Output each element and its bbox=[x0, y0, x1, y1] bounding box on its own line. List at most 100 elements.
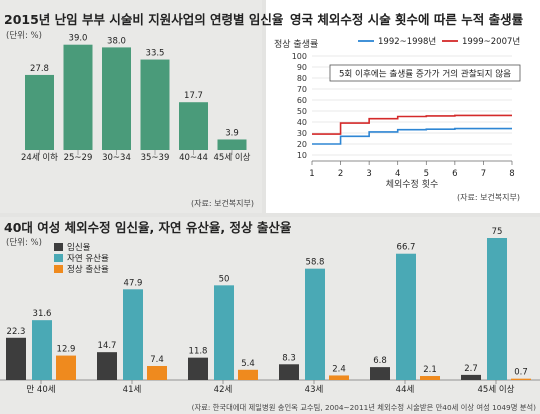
chart2-ytick-label: 10 bbox=[297, 151, 307, 160]
chart2-series-line bbox=[312, 114, 512, 135]
chart2-xtick-label: 1 bbox=[309, 169, 314, 179]
chart2-series-line bbox=[312, 127, 512, 145]
chart1-source: (자료: 보건복지부) bbox=[191, 198, 254, 208]
chart3-value-label: 75 bbox=[492, 227, 503, 237]
chart3-category-label: 44세 bbox=[396, 385, 415, 395]
chart1-unit: (단위: %) bbox=[6, 30, 42, 41]
chart3-legend-label: 임신율 bbox=[67, 242, 91, 253]
chart1-value-label: 33.5 bbox=[146, 49, 165, 59]
chart3-bar bbox=[214, 285, 234, 380]
chart1-value-label: 3.9 bbox=[225, 128, 239, 138]
chart2-xlabel: 체외수정 횟수 bbox=[386, 178, 439, 190]
chart3-value-label: 6.8 bbox=[373, 356, 387, 366]
chart3-value-label: 12.9 bbox=[57, 345, 76, 355]
chart3-bar bbox=[305, 268, 325, 380]
chart3-value-label: 0.7 bbox=[514, 368, 528, 378]
chart3-bar bbox=[32, 320, 52, 380]
chart3-bar bbox=[56, 355, 76, 380]
chart3-bar bbox=[396, 253, 416, 380]
chart2-title: 영국 체외수정 시술 횟수에 따른 누적 출생률 bbox=[290, 12, 524, 27]
chart3-value-label: 5.4 bbox=[241, 359, 255, 369]
chart3-legend-swatch bbox=[54, 265, 63, 273]
chart3-bar bbox=[420, 376, 440, 380]
chart3-bar bbox=[370, 367, 390, 380]
chart1-bar bbox=[102, 47, 131, 150]
chart3-source: (자료: 한국대에대 제일병원 송인옥 교수팀, 2004~2011년 체외수정… bbox=[192, 403, 537, 412]
chart1-value-label: 27.8 bbox=[30, 64, 49, 74]
chart3-category-label: 43세 bbox=[305, 385, 324, 395]
chart3-value-label: 66.7 bbox=[397, 243, 416, 253]
chart2-ytick-label: 20 bbox=[297, 140, 307, 149]
panel-cumulative-birth bbox=[266, 0, 540, 213]
chart3-value-label: 2.7 bbox=[464, 364, 478, 374]
chart3-bar bbox=[461, 374, 481, 380]
chart3-legend-label: 정상 출산율 bbox=[67, 264, 109, 275]
chart2-legend-label: 1999~2007년 bbox=[462, 36, 520, 47]
chart2-ytick-label: 100 bbox=[292, 52, 307, 61]
chart3-bar bbox=[511, 378, 531, 380]
chart2-xtick-label: 5 bbox=[424, 169, 429, 179]
chart2-ytick-label: 90 bbox=[297, 63, 307, 72]
chart3-value-label: 22.3 bbox=[7, 327, 26, 337]
chart1-category-label: 35~39 bbox=[141, 153, 170, 163]
chart1-title: 2015년 난임 부부 시술비 지원사업의 연령별 임신율 bbox=[4, 12, 284, 27]
chart3-bar bbox=[6, 337, 26, 380]
chart3-bar bbox=[487, 238, 507, 380]
chart1-value-label: 39.0 bbox=[69, 34, 88, 44]
chart1-value-label: 17.7 bbox=[184, 91, 203, 101]
chart3-value-label: 58.8 bbox=[306, 258, 325, 268]
chart3-category-label: 45세 이상 bbox=[478, 384, 515, 395]
chart3-unit: (단위: %) bbox=[6, 237, 42, 248]
panel-40s-rates bbox=[0, 217, 540, 414]
chart1-category-label: 25~29 bbox=[64, 153, 93, 163]
chart3-bar bbox=[329, 375, 349, 380]
chart3-category-label: 42세 bbox=[214, 385, 233, 395]
chart2-legend-label: 1992~1998년 bbox=[378, 36, 436, 47]
chart3-value-label: 2.1 bbox=[423, 365, 437, 375]
chart3-bar bbox=[279, 364, 299, 380]
chart2-ytick-label: 70 bbox=[297, 85, 307, 94]
chart2-source: (자료: 보건복지부) bbox=[457, 192, 520, 202]
chart2-ytick-label: 40 bbox=[297, 118, 307, 127]
chart2-annotation: 5회 이후에는 출생률 증가가 거의 관찰되지 않음 bbox=[339, 69, 511, 80]
chart3-bar bbox=[123, 289, 143, 380]
chart1-bar bbox=[25, 74, 54, 150]
chart1-bar bbox=[179, 102, 208, 150]
chart1-bar bbox=[140, 59, 170, 150]
chart3-legend-swatch bbox=[54, 243, 63, 251]
chart1-bar bbox=[63, 44, 93, 151]
chart2-xtick-label: 4 bbox=[395, 169, 400, 179]
chart3-value-label: 50 bbox=[219, 274, 230, 284]
chart2-xtick-label: 6 bbox=[452, 169, 457, 179]
chart1-bar bbox=[217, 139, 247, 150]
chart3-value-label: 2.4 bbox=[332, 364, 346, 374]
chart3-value-label: 11.8 bbox=[189, 347, 208, 357]
chart2-ytick-label: 60 bbox=[297, 96, 307, 105]
chart1-value-label: 38.0 bbox=[107, 36, 126, 46]
chart3-bar bbox=[188, 357, 208, 380]
chart2-ytick-label: 30 bbox=[297, 129, 307, 138]
chart2-xtick-label: 8 bbox=[509, 169, 514, 179]
chart3-legend-label: 자연 유산율 bbox=[67, 253, 109, 264]
chart1-category-label: 30~34 bbox=[102, 153, 131, 163]
chart3-value-label: 14.7 bbox=[98, 341, 117, 351]
chart3-category-label: 41세 bbox=[123, 385, 142, 395]
chart2-annotation-box bbox=[329, 64, 521, 82]
chart3-bar bbox=[147, 365, 167, 380]
chart3-bar bbox=[238, 369, 258, 380]
chart1-category-label: 24세 이하 bbox=[21, 152, 58, 163]
chart2-xtick-label: 3 bbox=[366, 169, 371, 179]
chart2-ytick-label: 80 bbox=[297, 74, 307, 83]
chart1-category-label: 40~44 bbox=[179, 153, 208, 163]
chart3-value-label: 7.4 bbox=[150, 355, 164, 365]
chart3-title: 40대 여성 체외수정 임신율, 자연 유산율, 정상 출산율 bbox=[4, 220, 292, 235]
chart2-xtick-label: 7 bbox=[481, 169, 486, 179]
chart3-legend-swatch bbox=[54, 254, 63, 262]
chart3-value-label: 47.9 bbox=[124, 278, 143, 288]
chart2-xtick-label: 2 bbox=[338, 169, 343, 179]
chart2-ylabel: 정상 출생률 bbox=[274, 39, 318, 50]
chart3-bar bbox=[97, 352, 117, 380]
chart3-value-label: 8.3 bbox=[282, 353, 296, 363]
chart3-category-label: 만 40세 bbox=[26, 385, 55, 395]
